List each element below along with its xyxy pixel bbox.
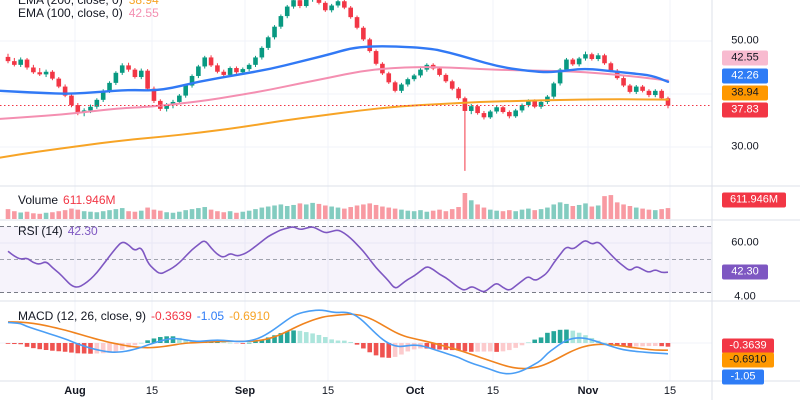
volume-value: 611.946M: [63, 193, 116, 207]
legend-row-ema100[interactable]: EMA (100, close, 0) 42.55: [18, 6, 159, 20]
last-price-badge: 37.83: [722, 102, 768, 118]
macd-hist-badge: -0.3639: [722, 338, 774, 354]
time-label-aug: Aug: [64, 385, 86, 397]
ema100-legend-label: EMA (100, close, 0): [18, 6, 123, 20]
volume-badge: 611.946M: [722, 192, 786, 208]
rsi-pane-label[interactable]: RSI (14) 42.30: [18, 224, 98, 238]
macd-line-badge: -1.05: [722, 369, 764, 385]
macd-signal-value: -0.6910: [229, 309, 270, 323]
time-label-15: 15: [321, 385, 335, 397]
rsi-badge: 42.30: [722, 264, 768, 280]
price-axis-50: 50.00: [731, 34, 759, 47]
time-label-15: 15: [486, 385, 500, 397]
macd-hist-value: -0.3639: [151, 309, 192, 323]
macd-pane-label[interactable]: MACD (12, 26, close, 9) -0.3639 -1.05 -0.69…: [18, 309, 270, 323]
ema100-legend-value: 42.55: [128, 6, 159, 20]
time-label-nov: Nov: [577, 385, 599, 397]
ema200-legend-value: 38.94: [128, 0, 159, 7]
macd-axis-4: 4.00: [734, 290, 756, 303]
ema200-legend-label: EMA (200, close, 0): [18, 0, 123, 7]
rsi-label: RSI (14): [18, 224, 63, 238]
time-label-oct: Oct: [405, 385, 425, 397]
time-label-sep: Sep: [234, 385, 256, 397]
time-label-15: 15: [145, 385, 159, 397]
volume-label: Volume: [18, 193, 59, 207]
rsi-value: 42.30: [67, 224, 98, 238]
legend-row-ema200[interactable]: EMA (200, close, 0) 38.94: [18, 0, 159, 7]
ema200-badge: 38.94: [722, 85, 768, 101]
price-axis-30: 30.00: [731, 140, 759, 153]
volume-pane-label[interactable]: Volume 611.946M: [18, 193, 116, 207]
ema50-badge: 42.26: [722, 68, 768, 84]
ema100-badge: 42.55: [722, 50, 768, 66]
rsi-axis-60: 60.00: [731, 236, 759, 249]
macd-line-value: -1.05: [196, 309, 225, 323]
macd-label: MACD (12, 26, close, 9): [18, 309, 147, 323]
macd-signal-badge: -0.6910: [722, 352, 774, 368]
time-label-15: 15: [663, 385, 677, 397]
